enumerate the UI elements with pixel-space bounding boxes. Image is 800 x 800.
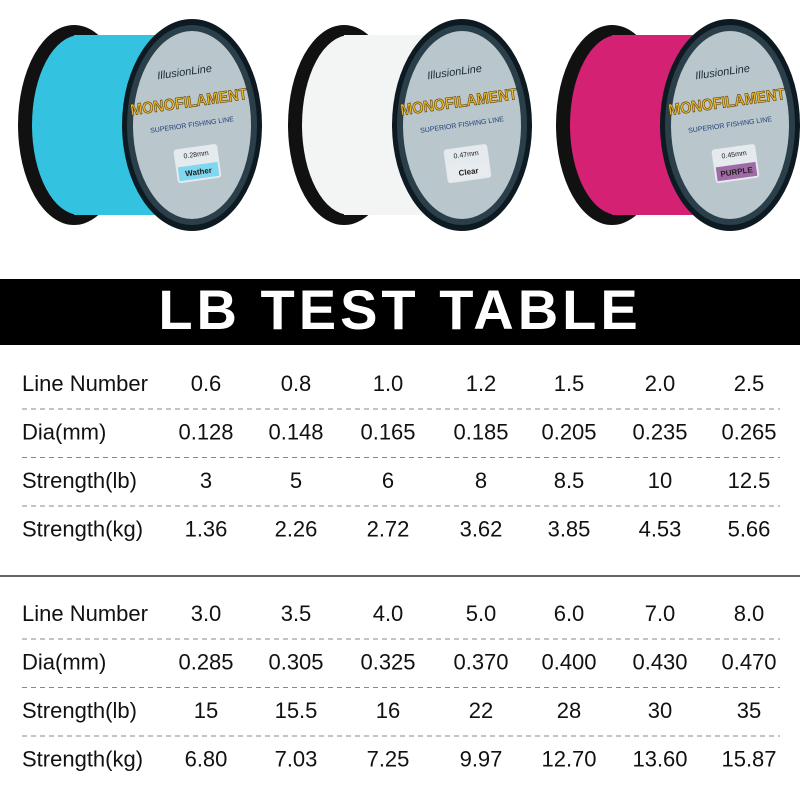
row-label: Line Number — [22, 601, 148, 626]
cell-value: 6.0 — [554, 601, 585, 626]
cell-value: 4.0 — [373, 601, 404, 626]
cell-value: 0.305 — [268, 649, 323, 674]
spool-diameter: 0.45mm — [721, 150, 747, 160]
cell-value: 0.400 — [541, 649, 596, 674]
cell-value: 0.325 — [360, 649, 415, 674]
spool-line-end — [302, 35, 398, 215]
cell-value: 5 — [290, 468, 302, 493]
cell-value: 0.148 — [268, 419, 323, 444]
cell-value: 13.60 — [632, 746, 687, 771]
cell-value: 3.5 — [281, 601, 312, 626]
cell-value: 8.5 — [554, 468, 585, 493]
spool-face — [397, 25, 527, 225]
row-label: Dia(mm) — [22, 419, 106, 444]
title-banner — [0, 279, 800, 345]
cell-value: 2.72 — [367, 516, 410, 541]
row-label: Strength(kg) — [22, 516, 143, 541]
spool-color-swatch — [447, 161, 490, 182]
cell-value: 0.205 — [541, 419, 596, 444]
spool-line-end — [32, 35, 128, 215]
title: LB TEST TABLE — [158, 278, 641, 341]
cell-value: 0.6 — [191, 371, 222, 396]
spool-diameter: 0.28mm — [183, 150, 209, 160]
spool-color-name: Wather — [185, 166, 213, 179]
cell-value: 5.66 — [728, 516, 771, 541]
cell-value: 7.0 — [645, 601, 676, 626]
cell-value: 2.26 — [275, 516, 318, 541]
cell-value: 12.70 — [541, 746, 596, 771]
cell-value: 16 — [376, 698, 400, 723]
cell-value: 3.62 — [460, 516, 503, 541]
row-label: Line Number — [22, 371, 148, 396]
cell-value: 35 — [737, 698, 761, 723]
cell-value: 3.0 — [191, 601, 222, 626]
cell-value: 9.97 — [460, 746, 503, 771]
cell-value: 6 — [382, 468, 394, 493]
cell-value: 0.8 — [281, 371, 312, 396]
cell-value: 2.0 — [645, 371, 676, 396]
spool-face — [665, 25, 795, 225]
cell-value: 0.470 — [721, 649, 776, 674]
cell-value: 0.370 — [453, 649, 508, 674]
cell-value: 28 — [557, 698, 581, 723]
cell-value: 15 — [194, 698, 218, 723]
cell-value: 12.5 — [728, 468, 771, 493]
cell-value: 10 — [648, 468, 672, 493]
cell-value: 15.87 — [721, 746, 776, 771]
spool-line-end — [570, 35, 666, 215]
cell-value: 3 — [200, 468, 212, 493]
spool-color-swatch — [177, 161, 220, 182]
cell-value: 0.165 — [360, 419, 415, 444]
cell-value: 7.03 — [275, 746, 318, 771]
cell-value: 0.285 — [178, 649, 233, 674]
cell-value: 2.5 — [734, 371, 765, 396]
spool-color-swatch — [715, 161, 758, 182]
cell-value: 0.235 — [632, 419, 687, 444]
cell-value: 5.0 — [466, 601, 497, 626]
row-label: Strength(lb) — [22, 468, 137, 493]
cell-value: 30 — [648, 698, 672, 723]
cell-value: 8 — [475, 468, 487, 493]
cell-value: 1.36 — [185, 516, 228, 541]
cell-value: 0.185 — [453, 419, 508, 444]
row-label: Dia(mm) — [22, 649, 106, 674]
cell-value: 3.85 — [548, 516, 591, 541]
spool-face — [127, 25, 257, 225]
cell-value: 8.0 — [734, 601, 765, 626]
cell-value: 15.5 — [275, 698, 318, 723]
cell-value: 0.430 — [632, 649, 687, 674]
cell-value: 1.2 — [466, 371, 497, 396]
row-label: Strength(kg) — [22, 746, 143, 771]
cell-value: 4.53 — [639, 516, 682, 541]
cell-value: 0.128 — [178, 419, 233, 444]
spool-diameter: 0.47mm — [453, 150, 479, 160]
cell-value: 0.265 — [721, 419, 776, 444]
cell-value: 1.5 — [554, 371, 585, 396]
cell-value: 22 — [469, 698, 493, 723]
spool-color-name: Clear — [458, 166, 479, 178]
cell-value: 1.0 — [373, 371, 404, 396]
cell-value: 7.25 — [367, 746, 410, 771]
row-label: Strength(lb) — [22, 698, 137, 723]
cell-value: 6.80 — [185, 746, 228, 771]
